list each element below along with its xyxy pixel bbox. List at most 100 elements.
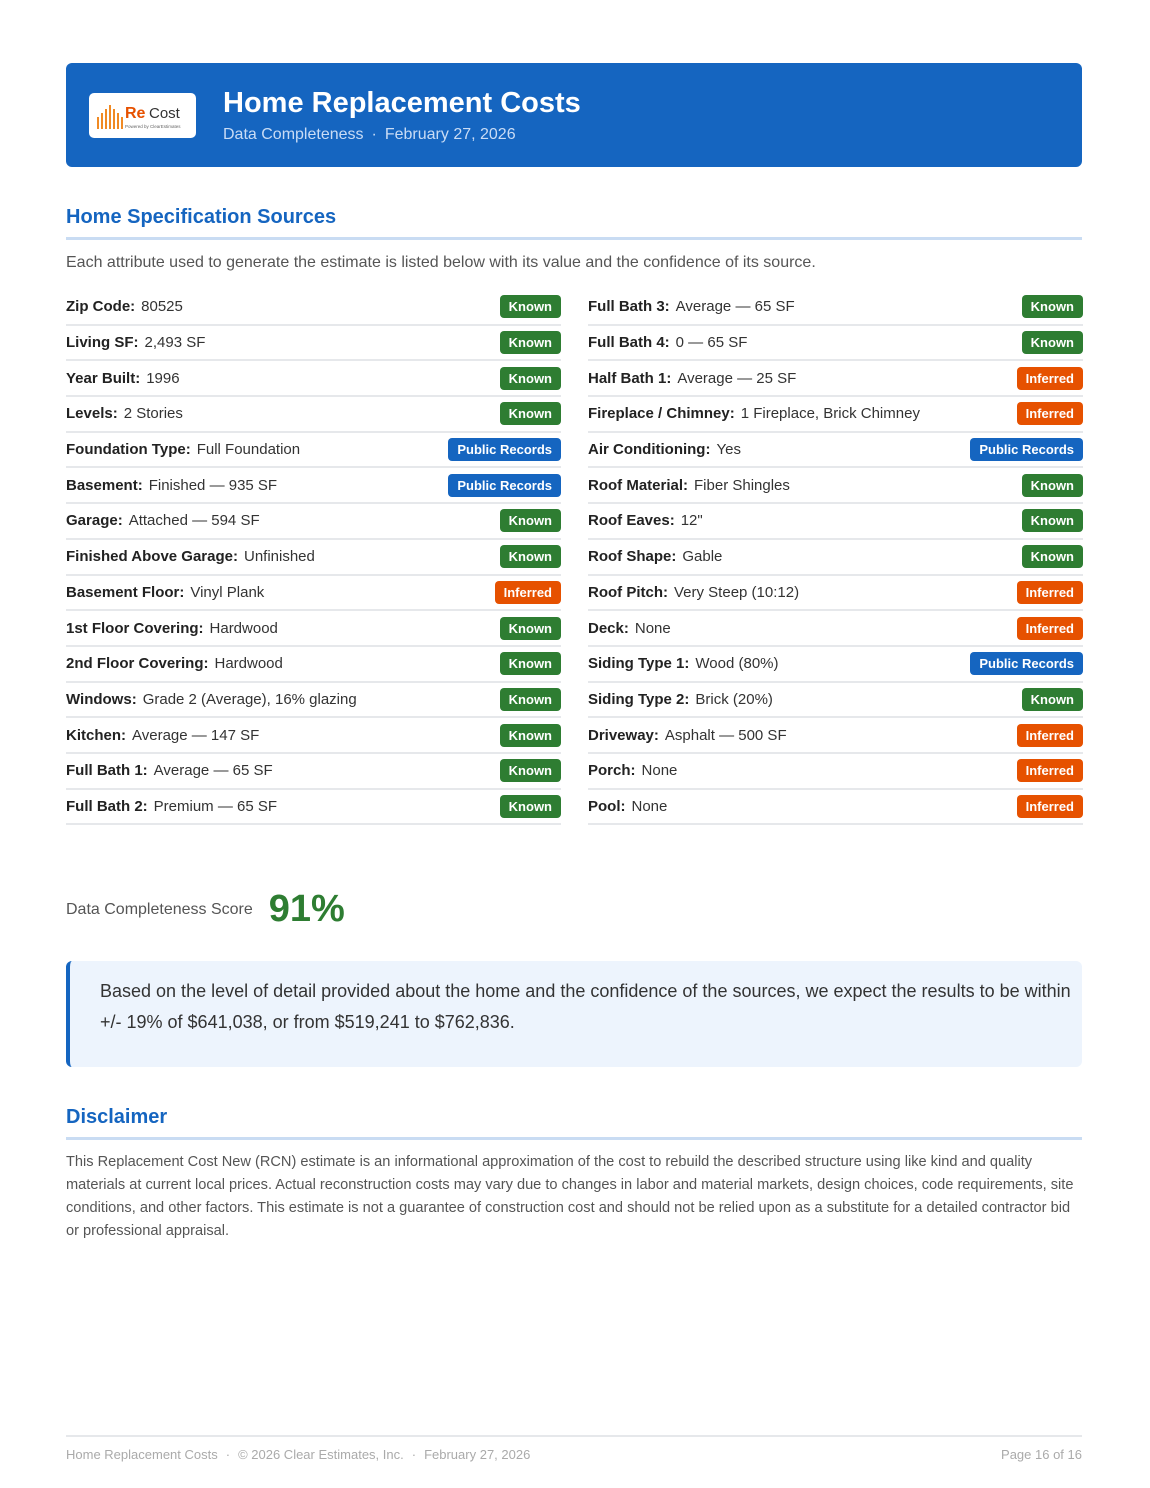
spec-value: 80525	[141, 298, 183, 316]
source-badge: Inferred	[1016, 616, 1083, 640]
subtitle: Data Completeness · February 27, 2026	[223, 126, 524, 144]
spec-row: Full Bath 2: Premium — 65 SF Known	[66, 790, 561, 826]
spec-label: Pool:	[588, 797, 626, 815]
separator: ·	[371, 126, 377, 143]
spec-value: Yes	[716, 441, 741, 459]
logo-re: Re	[125, 105, 146, 122]
callout: Based on the level of detail provided ab…	[66, 961, 1082, 1067]
section-title: Home Specification Sources	[66, 206, 1082, 240]
source-badge: Public Records	[970, 438, 1083, 462]
spec-value: Wood (80%)	[695, 655, 779, 673]
spec-value: 2,493 SF	[144, 334, 206, 352]
spec-value: Average — 25 SF	[677, 369, 797, 387]
header: Re Cost Powered by ClearEstimates Home R…	[66, 63, 1082, 167]
spec-label: Roof Material:	[588, 476, 689, 494]
spec-value: Attached — 594 SF	[128, 512, 260, 530]
spec-label: Half Bath 1:	[588, 369, 672, 387]
source-badge: Known	[1021, 295, 1083, 319]
spec-label: Windows:	[66, 690, 137, 708]
source-badge: Known	[1021, 545, 1083, 569]
spec-row: Fireplace / Chimney: 1 Fireplace, Brick C…	[588, 397, 1083, 433]
footer-title: Home Replacement Costs	[66, 1447, 218, 1462]
spec-label: Siding Type 1:	[588, 655, 690, 673]
source-badge: Known	[499, 295, 561, 319]
spec-row: Pool: None Inferred	[588, 790, 1083, 826]
spec-row: Full Bath 4: 0 — 65 SF Known	[588, 326, 1083, 362]
separator: ·	[225, 1447, 231, 1462]
spec-row: 2nd Floor Covering: Hardwood Known	[66, 647, 561, 683]
subtitle-text: Data Completeness	[223, 126, 364, 143]
source-badge: Known	[499, 545, 561, 569]
logo: Re Cost Powered by ClearEstimates	[89, 93, 196, 138]
source-badge: Inferred	[1016, 402, 1083, 426]
spec-row: Kitchen: Average — 147 SF Known	[66, 718, 561, 754]
spec-column: Full Bath 3: Average — 65 SF Known Full Bat…	[588, 290, 1083, 826]
spec-label: Full Bath 1:	[66, 762, 148, 780]
spec-label: Living SF:	[66, 334, 139, 352]
spec-value: None	[634, 619, 671, 637]
logo-tagline: Powered by ClearEstimates	[125, 124, 181, 129]
spec-label: Air Conditioning:	[588, 441, 711, 459]
score-label: Data Completeness Score	[66, 900, 253, 918]
spec-row: Full Bath 1: Average — 65 SF Known	[66, 754, 561, 790]
spec-label: Roof Shape:	[588, 548, 677, 566]
spec-row: Living SF: 2,493 SF Known	[66, 326, 561, 362]
source-badge: Known	[1021, 331, 1083, 355]
spec-label: Garage:	[66, 512, 123, 530]
source-badge: Inferred	[494, 580, 561, 604]
spec-value: Average — 65 SF	[153, 762, 273, 780]
spec-value: Hardwood	[209, 619, 278, 637]
spec-label: Full Bath 3:	[588, 298, 670, 316]
score-value: 91%	[268, 888, 345, 930]
source-badge: Known	[499, 652, 561, 676]
spec-label: Roof Eaves:	[588, 512, 675, 530]
source-badge: Known	[1021, 687, 1083, 711]
spec-row: Porch: None Inferred	[588, 754, 1083, 790]
spec-label: Fireplace / Chimney:	[588, 405, 735, 423]
logo-cost: Cost	[149, 105, 181, 122]
source-badge: Public Records	[448, 438, 561, 462]
spec-row: Driveway: Asphalt — 500 SF Inferred	[588, 718, 1083, 754]
spec-label: Zip Code:	[66, 298, 136, 316]
source-badge: Known	[499, 366, 561, 390]
spec-row: Air Conditioning: Yes Public Records	[588, 433, 1083, 469]
section-title: Disclaimer	[66, 1106, 1082, 1140]
spec-value: None	[641, 762, 678, 780]
spec-value: None	[631, 797, 668, 815]
spec-label: Finished Above Garage:	[66, 548, 238, 566]
spec-row: Roof Shape: Gable Known	[588, 540, 1083, 576]
page-number: Page 16 of 16	[1001, 1447, 1082, 1462]
spec-label: Siding Type 2:	[588, 690, 690, 708]
spec-label: Porch:	[588, 762, 636, 780]
source-badge: Known	[1021, 473, 1083, 497]
spec-label: 2nd Floor Covering:	[66, 655, 209, 673]
separator: ·	[411, 1447, 417, 1462]
spec-label: Foundation Type:	[66, 441, 191, 459]
spec-row: 1st Floor Covering: Hardwood Known	[66, 611, 561, 647]
spec-label: Year Built:	[66, 369, 141, 387]
footer: Home Replacement Costs · © 2026 Clear Esti…	[66, 1435, 1082, 1462]
source-badge: Known	[499, 794, 561, 818]
spec-value: Very Steep (10:12)	[674, 583, 800, 601]
spec-value: 12"	[680, 512, 703, 530]
source-badge: Inferred	[1016, 723, 1083, 747]
source-badge: Known	[1021, 509, 1083, 533]
spec-row: Windows: Grade 2 (Average), 16% glazing Kn…	[66, 683, 561, 719]
source-badge: Inferred	[1016, 366, 1083, 390]
spec-value: Average — 147 SF	[132, 726, 260, 744]
source-badge: Public Records	[448, 473, 561, 497]
footer-copyright: © 2026 Clear Estimates, Inc.	[238, 1447, 404, 1462]
spec-value: Full Foundation	[196, 441, 301, 459]
spec-row: Levels: 2 Stories Known	[66, 397, 561, 433]
spec-value: 1 Fireplace, Brick Chimney	[740, 405, 920, 423]
spec-row: Roof Eaves: 12" Known	[588, 504, 1083, 540]
spec-row: Foundation Type: Full Foundation Public Re…	[66, 433, 561, 469]
footer-date: February 27, 2026	[424, 1447, 531, 1462]
spec-label: Driveway:	[588, 726, 659, 744]
spec-row: Siding Type 2: Brick (20%) Known	[588, 683, 1083, 719]
source-badge: Known	[499, 723, 561, 747]
spec-row: Basement: Finished — 935 SF Public Records	[66, 468, 561, 505]
source-badge: Known	[499, 509, 561, 533]
spec-label: Roof Pitch:	[588, 583, 668, 601]
spec-value: Fiber Shingles	[694, 476, 790, 494]
